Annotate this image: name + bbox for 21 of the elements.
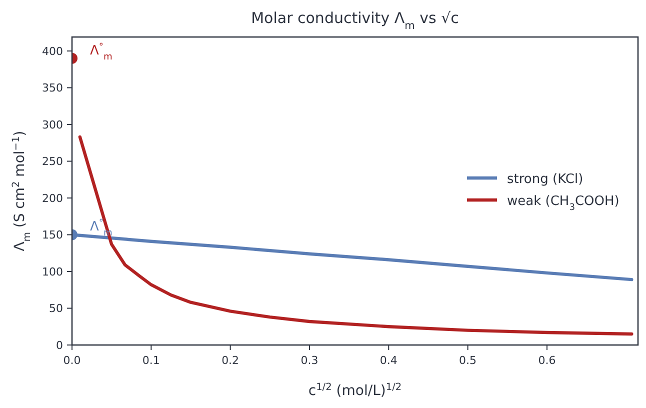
chart-title: Molar conductivity Λ$_{m}$ vs √c bbox=[251, 9, 459, 32]
x-tick-label: 0.0 bbox=[63, 354, 81, 367]
x-tick-label: 0.2 bbox=[222, 354, 240, 367]
y-tick-label: 50 bbox=[49, 302, 63, 316]
y-tick-label: 100 bbox=[42, 265, 63, 278]
y-tick-label: 250 bbox=[42, 155, 63, 168]
x-tick-label: 0.1 bbox=[142, 354, 160, 367]
y-tick-label: 300 bbox=[42, 118, 63, 132]
y-tick-label: 200 bbox=[42, 192, 63, 205]
x-tick-label: 0.3 bbox=[300, 354, 318, 367]
y-tick-label: 0 bbox=[56, 339, 63, 352]
x-tick-label: 0.5 bbox=[459, 354, 477, 367]
x-axis-title: c$^{1/2}$ (mol/L)$^{1/2}$ bbox=[308, 382, 402, 399]
x-tick-label: 0.6 bbox=[538, 354, 556, 367]
y-tick-label: 150 bbox=[42, 228, 63, 242]
y-tick-label: 400 bbox=[42, 44, 63, 58]
y-tick-label: 350 bbox=[42, 82, 63, 95]
x-tick-label: 0.4 bbox=[380, 354, 398, 367]
line-series bbox=[78, 135, 634, 336]
legend-label: strong (KCl) bbox=[507, 172, 584, 187]
legend-label: weak (CH$_{3}$COOH) bbox=[507, 194, 620, 213]
